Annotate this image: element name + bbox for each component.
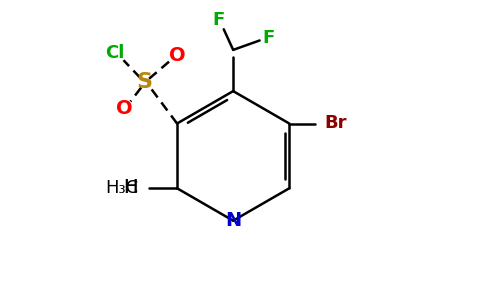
Text: F: F [262, 29, 274, 47]
Text: S: S [136, 72, 152, 92]
Text: Br: Br [325, 115, 347, 133]
Text: O: O [116, 99, 133, 118]
Text: Cl: Cl [106, 44, 125, 62]
Text: H: H [123, 178, 137, 197]
Text: N: N [225, 211, 242, 230]
Text: H: H [123, 178, 137, 197]
Text: O: O [169, 46, 185, 65]
Text: H₃C: H₃C [105, 179, 138, 197]
Text: F: F [212, 11, 225, 29]
